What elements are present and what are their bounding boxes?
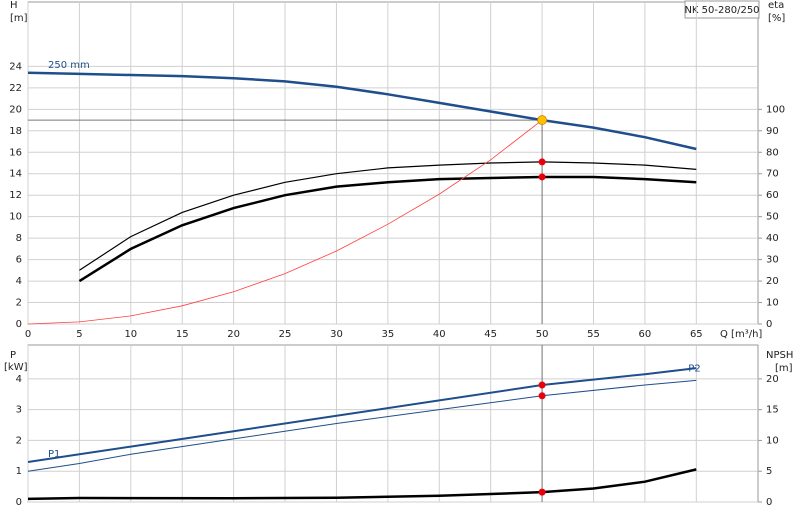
series-label: P2 bbox=[688, 363, 700, 374]
x-tick-label: 5 bbox=[76, 329, 82, 340]
y-tick-label: 2 bbox=[16, 435, 22, 446]
y-axis-unit: [kW] bbox=[4, 362, 28, 373]
x-tick-label: 40 bbox=[433, 329, 446, 340]
y2-axis-label: NPSH bbox=[766, 350, 793, 361]
curve bbox=[27, 379, 697, 472]
y2-tick-label: 20 bbox=[766, 276, 779, 287]
curve bbox=[27, 71, 697, 151]
y2-axis-unit: [%] bbox=[768, 13, 785, 24]
x-tick-label: 25 bbox=[279, 329, 292, 340]
x-axis-label: Q [m³/h] bbox=[720, 329, 762, 340]
duty-point bbox=[537, 115, 547, 125]
x-tick-label: 10 bbox=[124, 329, 137, 340]
y-tick-label: 1 bbox=[16, 466, 22, 477]
x-tick-label: 30 bbox=[330, 329, 343, 340]
curve bbox=[27, 119, 543, 325]
y-tick-label: 8 bbox=[16, 233, 22, 244]
x-tick-label: 0 bbox=[25, 329, 31, 340]
duty-marker bbox=[538, 392, 546, 400]
y-tick-label: 10 bbox=[9, 212, 22, 223]
curve bbox=[27, 367, 697, 463]
y-axis-unit: [m] bbox=[10, 13, 28, 24]
y-tick-label: 20 bbox=[9, 104, 22, 115]
y2-tick-label: 100 bbox=[766, 104, 785, 115]
y2-tick-label: 90 bbox=[766, 126, 779, 137]
duty-marker bbox=[538, 488, 546, 496]
chart-title: NK 50-280/250 bbox=[684, 5, 759, 16]
y-tick-label: 4 bbox=[16, 374, 22, 385]
y2-tick-label: 70 bbox=[766, 169, 779, 180]
duty-marker bbox=[538, 173, 546, 181]
y2-tick-label: 10 bbox=[766, 435, 779, 446]
x-tick-label: 15 bbox=[176, 329, 189, 340]
y2-tick-label: 40 bbox=[766, 233, 779, 244]
curve bbox=[27, 468, 697, 501]
y2-tick-label: 10 bbox=[766, 298, 779, 309]
y-tick-label: 16 bbox=[9, 147, 22, 158]
y-tick-label: 18 bbox=[9, 126, 22, 137]
y2-tick-label: 0 bbox=[766, 319, 772, 330]
y-tick-label: 22 bbox=[9, 83, 22, 94]
y2-tick-label: 20 bbox=[766, 374, 779, 385]
x-tick-label: 60 bbox=[639, 329, 652, 340]
y-tick-label: 0 bbox=[16, 319, 22, 330]
duty-marker bbox=[538, 158, 546, 166]
curve bbox=[78, 175, 697, 283]
x-tick-label: 50 bbox=[536, 329, 549, 340]
y-tick-label: 4 bbox=[16, 276, 22, 287]
x-tick-label: 20 bbox=[227, 329, 240, 340]
y2-tick-label: 15 bbox=[766, 405, 779, 416]
y2-tick-label: 80 bbox=[766, 147, 779, 158]
series-label: 250 mm bbox=[48, 60, 90, 71]
y2-tick-label: 50 bbox=[766, 212, 779, 223]
y-axis-label: H bbox=[10, 0, 18, 11]
x-tick-label: 65 bbox=[690, 329, 703, 340]
y2-tick-label: 0 bbox=[766, 497, 772, 508]
y2-tick-label: 30 bbox=[766, 255, 779, 266]
y-tick-label: 12 bbox=[9, 190, 22, 201]
y-tick-label: 14 bbox=[9, 169, 22, 180]
curve bbox=[79, 161, 697, 271]
x-tick-label: 55 bbox=[587, 329, 600, 340]
y-tick-label: 0 bbox=[16, 497, 22, 508]
y-axis-label: P bbox=[10, 350, 16, 361]
y-tick-label: 24 bbox=[9, 61, 22, 72]
x-tick-label: 45 bbox=[484, 329, 497, 340]
y2-tick-label: 60 bbox=[766, 190, 779, 201]
y2-axis-unit: [m] bbox=[775, 363, 793, 374]
series-label: P1 bbox=[48, 449, 60, 460]
y-tick-label: 2 bbox=[16, 298, 22, 309]
y-tick-label: 3 bbox=[16, 405, 22, 416]
x-tick-label: 35 bbox=[381, 329, 394, 340]
duty-marker bbox=[538, 381, 546, 389]
legend-box bbox=[684, 0, 760, 19]
y2-tick-label: 5 bbox=[766, 466, 772, 477]
y2-axis-label: eta bbox=[768, 0, 784, 11]
y-tick-label: 6 bbox=[16, 255, 22, 266]
